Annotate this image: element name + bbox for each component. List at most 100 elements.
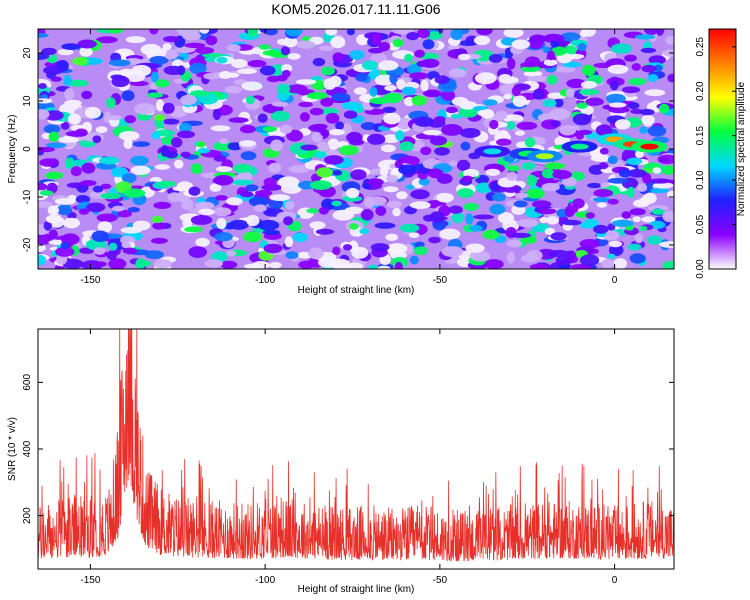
heatmap-cell: [477, 109, 489, 117]
heatmap-cell: [524, 137, 536, 148]
heatmap-cell: [151, 131, 161, 140]
heatmap-cell: [506, 251, 516, 264]
heatmap-cell: [199, 29, 210, 34]
heatmap-cell: [282, 69, 291, 78]
heatmap-cell: [396, 191, 408, 200]
heatmap-cell: [515, 130, 525, 136]
heatmap-cell: [190, 215, 213, 225]
heatmap-cell: [81, 162, 96, 174]
heatmap-cell: [197, 147, 210, 154]
heatmap-cell: [607, 253, 616, 259]
heatmap-cell: [441, 246, 464, 258]
heatmap-cell: [429, 135, 448, 146]
heatmap-cell: [45, 214, 63, 224]
heatmap-cell: [134, 103, 156, 115]
heatmap-cell: [38, 201, 53, 208]
heatmap-cell: [320, 97, 334, 107]
heatmap-cell: [60, 121, 70, 130]
heatmap-cell: [123, 188, 146, 198]
heatmap-cell: [386, 200, 403, 209]
heatmap-cell: [306, 208, 320, 214]
x-tick-label: -150: [80, 275, 100, 286]
heatmap-cell: [598, 162, 609, 170]
heatmap-cell: [450, 29, 463, 41]
heatmap-cell: [153, 259, 172, 269]
x-tick-label: -150: [80, 575, 100, 586]
heatmap-cell: [335, 121, 344, 130]
heatmap-cell: [367, 133, 386, 145]
heatmap-cell: [70, 166, 82, 177]
heatmap-cell: [374, 222, 396, 229]
y-tick-label: 10: [22, 95, 33, 107]
heatmap-cell: [331, 92, 351, 102]
heatmap-cell: [526, 174, 538, 187]
heatmap-cell: [312, 123, 328, 130]
heatmap-cell: [506, 165, 521, 172]
heatmap-cell: [582, 64, 596, 76]
heatmap-cell: [379, 166, 389, 177]
heatmap-cell: [632, 216, 641, 223]
heatmap-cell: [78, 208, 90, 215]
heatmap-cell: [349, 223, 359, 230]
heatmap-cell: [332, 52, 344, 62]
heatmap-cell: [433, 116, 446, 123]
heatmap-cell: [154, 114, 166, 122]
heatmap-cell: [621, 149, 636, 161]
heatmap-cell: [262, 50, 281, 56]
heatmap-cell: [331, 200, 342, 207]
heatmap-cell: [150, 237, 168, 244]
heatmap-cell: [543, 59, 558, 66]
heatmap-cell: [374, 74, 394, 86]
heatmap-cell: [75, 195, 90, 204]
heatmap-cell: [370, 243, 390, 252]
heatmap-cell: [473, 35, 491, 46]
heatmap-cell: [644, 29, 659, 35]
heatmap-cell: [496, 138, 512, 146]
heatmap-cell: [539, 216, 548, 224]
heatmap-cell: [371, 33, 382, 46]
heatmap-cell: [65, 130, 88, 137]
y-tick-label: 200: [22, 507, 33, 524]
heatmap-cell: [448, 160, 458, 167]
heatmap-cell: [108, 242, 118, 251]
heatmap-cell: [420, 58, 440, 68]
heatmap-cell: [567, 53, 585, 60]
heatmap-cell: [332, 246, 341, 255]
heatmap-cell: [529, 34, 547, 44]
heatmap-cell: [576, 102, 588, 109]
heatmap-cell: [386, 175, 398, 183]
heatmap-cell: [562, 61, 582, 68]
heatmap-cell: [194, 201, 215, 210]
heatmap-cell: [237, 171, 253, 183]
heatmap-cell: [643, 118, 653, 127]
snr-x-axis-title: Height of straight line (km): [298, 584, 415, 595]
heatmap-cell: [310, 180, 332, 191]
heatmap-cell: [361, 60, 379, 71]
heatmap-cell: [544, 227, 556, 236]
heatmap-cell: [462, 169, 480, 178]
heatmap-cell: [497, 130, 509, 138]
heatmap-cell: [450, 113, 463, 119]
heatmap-cell: [422, 129, 442, 136]
heatmap-cell: [92, 135, 102, 144]
heatmap-cell: [341, 101, 363, 110]
heatmap-cell: [313, 151, 327, 159]
heatmap-cell: [325, 29, 338, 36]
heatmap-cell: [662, 49, 674, 57]
heatmap-cell: [332, 170, 343, 176]
heatmap-cell: [182, 217, 193, 228]
heatmap-cell: [532, 88, 545, 100]
heatmap-cell: [506, 239, 523, 248]
heatmap-cell: [511, 232, 531, 239]
heatmap-cell: [172, 186, 191, 192]
heatmap-cell: [550, 232, 567, 241]
heatmap-cell: [184, 226, 203, 233]
heatmap-cell: [416, 29, 431, 39]
heatmap-cell: [608, 240, 623, 248]
heatmap-cell: [418, 178, 430, 186]
colorbar: 0.00 0.05 0.10 0.15 0.20 0.25 Normalized spec…: [695, 28, 747, 279]
heatmap-cell: [270, 139, 284, 152]
heatmap-cell: [210, 125, 231, 132]
heatmap-cell: [395, 130, 405, 142]
heatmap-cell: [578, 89, 600, 95]
